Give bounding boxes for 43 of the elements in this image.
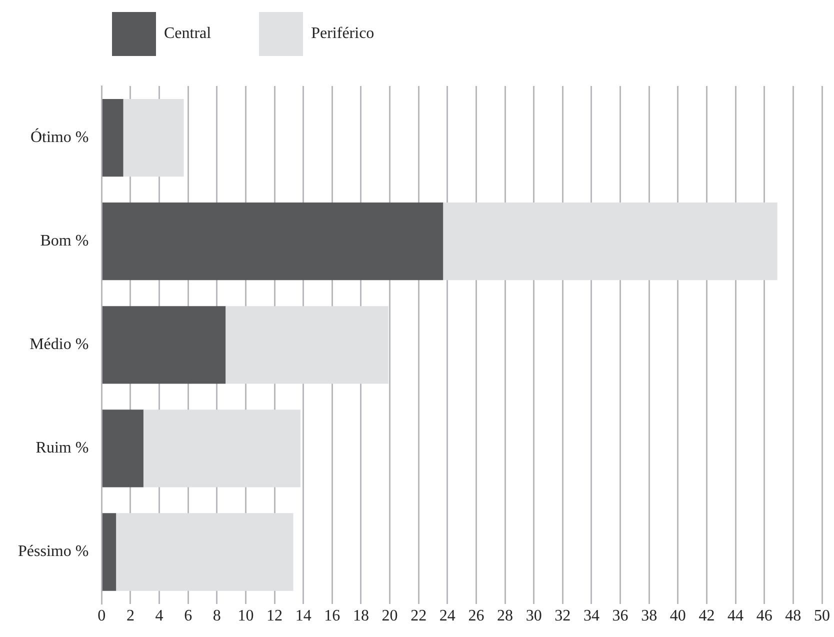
x-tick-label: 32 xyxy=(554,608,571,625)
bar xyxy=(123,98,184,177)
text: Central xyxy=(164,25,212,43)
x-tick-label: 2 xyxy=(126,608,134,625)
bar xyxy=(102,98,124,177)
x-tick-label: 4 xyxy=(155,608,164,625)
x-tick-label: 10 xyxy=(238,608,254,625)
x-tick-label: 6 xyxy=(184,608,192,625)
x-tick-label: 50 xyxy=(814,608,830,625)
x-tick-label: 22 xyxy=(410,608,427,625)
y-tick-label: Ótimo % xyxy=(30,128,89,146)
x-tick-label: 42 xyxy=(698,608,715,625)
y-tick-label: Péssimo % xyxy=(18,543,89,560)
bar xyxy=(226,306,388,384)
y-tick-label: Médio % xyxy=(30,336,89,354)
x-tick-label: 26 xyxy=(468,608,484,625)
x-tick-label: 8 xyxy=(212,608,221,625)
x-tick-label: 44 xyxy=(728,608,744,625)
bar xyxy=(116,513,294,591)
bar xyxy=(143,410,300,488)
x-tick-label: 16 xyxy=(324,608,340,625)
text: Periférico xyxy=(311,25,374,43)
x-tick-label: 40 xyxy=(670,608,686,625)
x-tick-label: 36 xyxy=(612,608,628,625)
bar xyxy=(102,513,116,591)
x-tick-label: 14 xyxy=(295,608,312,625)
x-tick-label: 34 xyxy=(583,608,600,625)
x-tick-label: 20 xyxy=(382,608,398,625)
x-tick-label: 24 xyxy=(439,608,456,625)
bar xyxy=(102,410,144,488)
bar xyxy=(102,306,226,384)
bar xyxy=(102,202,444,280)
x-tick-label: 0 xyxy=(98,608,106,625)
y-tick-label: Bom % xyxy=(40,232,89,250)
bar xyxy=(443,202,778,280)
x-tick-label: 48 xyxy=(785,608,802,625)
y-tick-label: Ruim % xyxy=(36,440,89,457)
x-tick-label: 28 xyxy=(497,608,514,625)
x-tick-label: 30 xyxy=(526,608,542,625)
x-tick-label: 46 xyxy=(756,608,772,625)
x-tick-label: 12 xyxy=(266,608,283,625)
x-tick-label: 38 xyxy=(641,608,658,625)
x-tick-label: 18 xyxy=(352,608,369,625)
